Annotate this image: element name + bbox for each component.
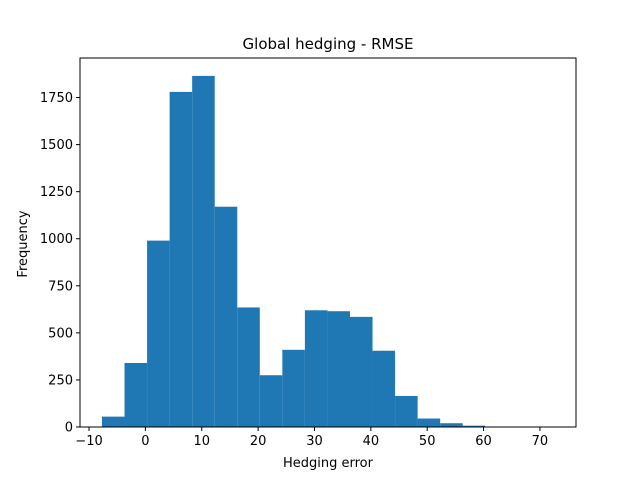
histogram-bar — [327, 311, 350, 427]
x-tick-label: 70 — [532, 434, 549, 449]
y-tick-label: 1000 — [40, 232, 73, 247]
chart-title: Global hedging - RMSE — [243, 35, 414, 53]
histogram-bar — [395, 395, 418, 427]
y-tick-label: 1250 — [40, 185, 73, 200]
histogram-bar — [462, 425, 486, 427]
histogram-bar — [169, 91, 193, 427]
x-tick-label: 0 — [141, 434, 149, 449]
histogram-bar — [192, 75, 215, 428]
histogram-bar — [101, 416, 125, 427]
histogram-bar — [124, 362, 148, 427]
plot-frame — [79, 57, 577, 428]
histogram-bar — [372, 350, 396, 427]
x-tick-label: 50 — [419, 434, 436, 449]
y-tick-label: 250 — [48, 373, 73, 388]
histogram-bar — [259, 375, 283, 427]
x-tick-label: −10 — [75, 434, 102, 449]
x-tick-label: 30 — [306, 434, 323, 449]
histogram-bar — [417, 418, 441, 427]
y-axis-ticks: 0 250 500 750 1000 1250 1500 1750 — [40, 91, 80, 436]
y-tick-label: 1500 — [40, 138, 73, 153]
x-axis-ticks: −10 0 10 20 30 40 50 60 70 — [75, 427, 548, 449]
bars-group — [101, 75, 553, 428]
histogram-bar — [304, 310, 328, 427]
histogram-bar — [214, 206, 238, 427]
y-tick-label: 500 — [48, 326, 73, 341]
x-tick-label: 60 — [475, 434, 492, 449]
x-tick-label: 10 — [193, 434, 210, 449]
histogram-bar — [237, 307, 260, 427]
histogram-bar — [282, 349, 305, 427]
y-axis-label: Frequency — [16, 210, 31, 277]
x-tick-label: 20 — [250, 434, 267, 449]
histogram-bar — [440, 423, 463, 427]
y-tick-label: 750 — [48, 279, 73, 294]
histogram-bar — [349, 316, 373, 427]
histogram-bar — [147, 240, 170, 427]
x-tick-label: 40 — [363, 434, 380, 449]
x-axis-label: Hedging error — [283, 456, 374, 471]
y-tick-label: 1750 — [40, 91, 73, 106]
y-tick-label: 0 — [65, 421, 73, 436]
